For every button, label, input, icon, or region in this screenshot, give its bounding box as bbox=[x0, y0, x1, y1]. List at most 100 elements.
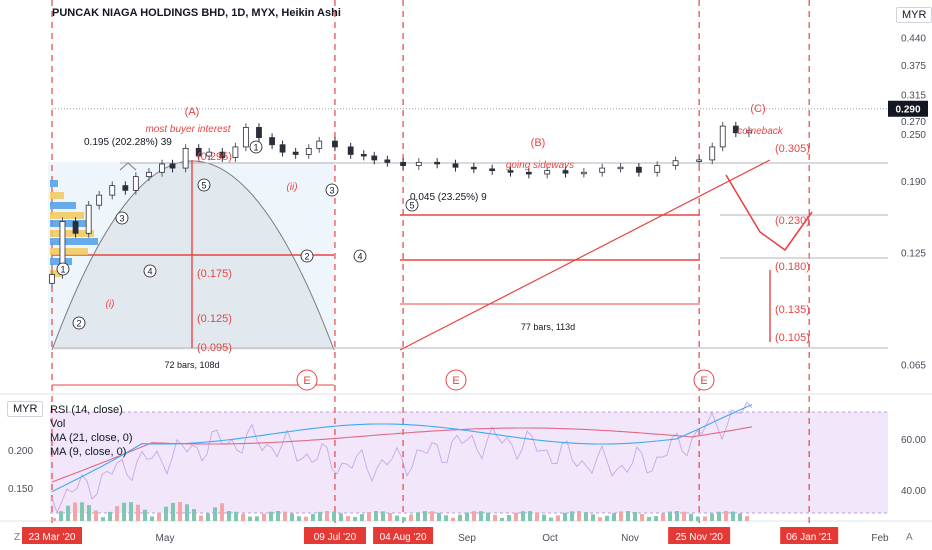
currency-badge[interactable]: MYR bbox=[896, 7, 932, 23]
date-tag-0 bbox=[22, 527, 82, 544]
price-tick-1: 0.375 bbox=[901, 61, 926, 72]
volume-bar-38 bbox=[318, 511, 322, 521]
volume-bar-74 bbox=[570, 511, 574, 521]
volume-bar-86 bbox=[654, 516, 658, 521]
volume-bar-19 bbox=[185, 504, 189, 521]
vol-legend[interactable]: Vol bbox=[50, 418, 66, 430]
vol-tick-1: 0.150 bbox=[8, 484, 33, 495]
note-c: comeback bbox=[737, 126, 784, 137]
level-label-c-8: (0.105) bbox=[775, 332, 810, 344]
volume-bar-20 bbox=[192, 509, 196, 521]
time-tick-2: Oct bbox=[542, 533, 558, 544]
volume-profile-bar-3 bbox=[50, 212, 84, 219]
candle-body-5 bbox=[109, 185, 116, 196]
candle-body-29 bbox=[415, 161, 422, 166]
volume-profile-bar-2 bbox=[50, 202, 76, 209]
volume-bar-27 bbox=[241, 513, 245, 521]
wave-count-circle-7 bbox=[325, 183, 339, 197]
rsi-legend[interactable]: RSI (14, close) bbox=[50, 404, 123, 416]
candle-body-23 bbox=[332, 140, 338, 148]
volume-bar-56 bbox=[444, 515, 448, 521]
volume-bar-58 bbox=[458, 514, 462, 521]
volume-bar-45 bbox=[367, 512, 371, 521]
volume-bar-50 bbox=[402, 517, 406, 521]
date-tag-label-1: 09 Jul '20 bbox=[314, 532, 357, 543]
wave-count-1: 2 bbox=[76, 319, 81, 329]
volume-bar-28 bbox=[248, 516, 252, 521]
candle-body-18 bbox=[269, 137, 275, 146]
volume-bar-34 bbox=[290, 513, 294, 521]
volume-bar-71 bbox=[549, 517, 553, 521]
volume-bar-4 bbox=[80, 502, 84, 521]
volume-bar-48 bbox=[388, 513, 392, 521]
volume-bar-66 bbox=[514, 512, 518, 521]
candle-body-46 bbox=[719, 125, 726, 148]
date-tag-2 bbox=[373, 527, 434, 544]
level-label-a-3: (0.095) bbox=[197, 342, 232, 354]
volume-bar-72 bbox=[556, 515, 560, 521]
volume-bar-9 bbox=[115, 506, 119, 521]
ma9-line bbox=[51, 404, 753, 493]
volume-bar-78 bbox=[598, 517, 602, 521]
volume-profile-bar-7 bbox=[50, 248, 88, 255]
price-tick-0: 0.440 bbox=[901, 33, 926, 44]
wave-count-0: 1 bbox=[60, 265, 65, 275]
ma21-legend[interactable]: MA (21, close, 0) bbox=[50, 432, 133, 444]
candle-body-39 bbox=[599, 167, 606, 173]
volume-bar-14 bbox=[150, 516, 154, 521]
candle-body-30 bbox=[434, 161, 441, 165]
volume-bar-51 bbox=[409, 514, 413, 521]
volume-bar-97 bbox=[731, 511, 735, 521]
volume-profile-bar-1 bbox=[50, 192, 64, 199]
volume-bar-18 bbox=[178, 502, 182, 521]
date-tag-4 bbox=[780, 527, 839, 544]
volume-bar-52 bbox=[416, 512, 420, 521]
rsi-currency-badge[interactable]: MYR bbox=[7, 401, 44, 417]
time-tick-0: May bbox=[156, 533, 175, 544]
volume-bar-35 bbox=[297, 516, 301, 521]
volume-bar-77 bbox=[591, 514, 595, 521]
volume-bar-96 bbox=[724, 511, 728, 521]
candle-body-44 bbox=[696, 159, 703, 162]
level-label-a-1: (0.175) bbox=[197, 268, 232, 280]
candle-body-24 bbox=[347, 146, 354, 155]
date-tag-label-2: 04 Aug '20 bbox=[380, 532, 427, 543]
corner-right[interactable]: A bbox=[906, 532, 913, 543]
corner-left[interactable]: Z bbox=[14, 532, 21, 543]
wave-count-circle-0 bbox=[56, 262, 70, 276]
volume-bar-21 bbox=[199, 515, 203, 521]
wave-count-circle-2 bbox=[115, 211, 129, 225]
vol-tick-0: 0.200 bbox=[8, 446, 33, 457]
price-tick-2: 0.315 bbox=[901, 91, 926, 102]
chart-title: PUNCAK NIAGA HOLDINGS BHD, 1D, MYX, Heik… bbox=[52, 7, 341, 19]
level-label-a-0: (0.295) bbox=[197, 151, 232, 163]
rsi-tick-0: 60.00 bbox=[901, 435, 926, 446]
price-tick-5: 0.125 bbox=[901, 249, 926, 260]
measure-label-a: 0.195 (202.28%) 39 bbox=[84, 137, 172, 148]
volume-bar-75 bbox=[577, 511, 581, 521]
volume-profile-bar-0 bbox=[50, 180, 58, 187]
volume-profile-bar-9 bbox=[50, 270, 62, 277]
volume-bar-8 bbox=[108, 511, 112, 521]
wave-label-c: (C) bbox=[750, 103, 765, 115]
volume-bar-94 bbox=[710, 513, 714, 521]
volume-bar-2 bbox=[66, 505, 70, 521]
volume-bar-64 bbox=[500, 517, 504, 521]
candle-body-47 bbox=[732, 125, 739, 134]
volume-bar-7 bbox=[101, 517, 105, 521]
wave-count-5: 1 bbox=[253, 143, 258, 153]
candle-body-31 bbox=[452, 163, 459, 168]
volume-bar-11 bbox=[129, 502, 133, 521]
volume-bar-84 bbox=[640, 514, 644, 521]
volume-bar-49 bbox=[395, 515, 399, 521]
ma9-legend[interactable]: MA (9, close, 0) bbox=[50, 446, 127, 458]
bars-label-b: 77 bars, 113d bbox=[521, 322, 575, 332]
volume-bar-47 bbox=[381, 511, 385, 521]
rsi-band bbox=[50, 412, 888, 513]
volume-bar-0 bbox=[52, 518, 56, 521]
candle-body-13 bbox=[206, 151, 213, 157]
volume-bar-17 bbox=[171, 502, 175, 521]
volume-bar-37 bbox=[311, 513, 315, 521]
price-tick-3: 0.250 bbox=[901, 130, 926, 141]
date-tag-label-3: 25 Nov '20 bbox=[675, 532, 723, 543]
